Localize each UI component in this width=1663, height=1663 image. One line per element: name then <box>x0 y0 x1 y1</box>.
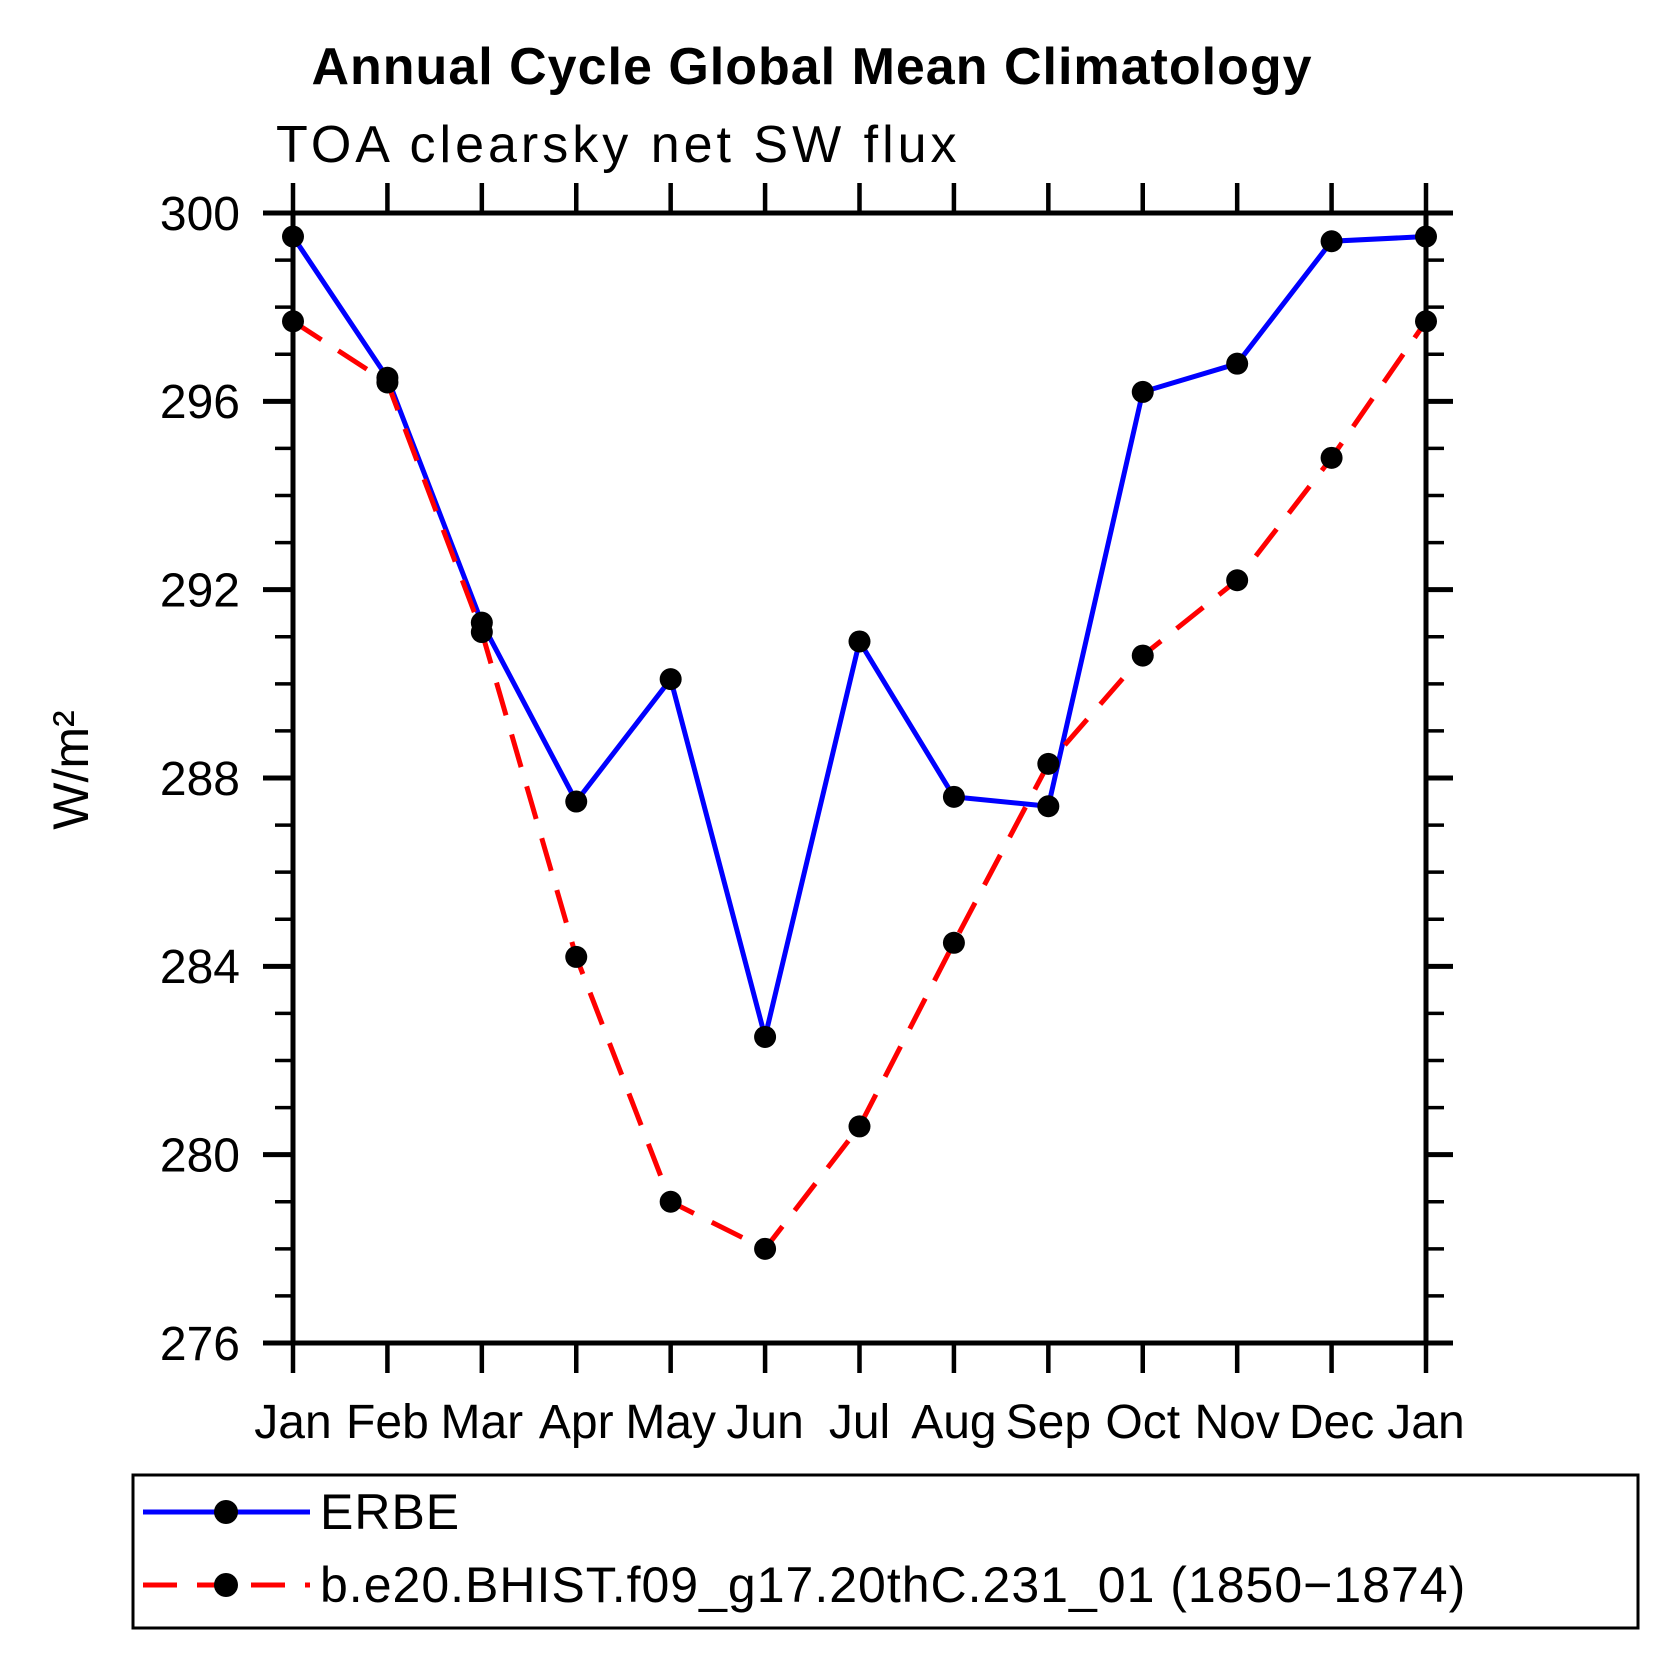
x-tick-label: Nov <box>1194 1396 1279 1449</box>
x-tick-label: Feb <box>346 1396 429 1449</box>
x-tick-label: Jun <box>726 1396 803 1449</box>
x-tick-label: Sep <box>1006 1396 1091 1449</box>
data-point-marker <box>1037 752 1060 775</box>
data-point-marker <box>282 310 304 333</box>
data-point-marker <box>1037 795 1060 818</box>
data-point-marker <box>1415 310 1437 333</box>
data-point-marker <box>282 225 304 248</box>
x-tick-label: Oct <box>1105 1396 1180 1449</box>
data-point-marker <box>1226 569 1249 592</box>
data-point-marker <box>565 945 588 968</box>
y-tick-label: 284 <box>160 941 240 994</box>
data-point-marker <box>848 630 871 653</box>
data-point-marker <box>1226 352 1249 375</box>
plot-frame <box>290 210 1429 1346</box>
chart-title: Annual Cycle Global Mean Climatology <box>311 38 1312 96</box>
data-point-marker <box>942 931 965 954</box>
data-point-marker <box>1131 644 1154 667</box>
x-tick-label: Jan <box>254 1396 331 1449</box>
tick-labels-layer: 276 280 284 288 292 296 300 Jan Feb Mar Apr May Jun J… <box>160 188 1465 1449</box>
axes-layer <box>263 183 1453 1373</box>
data-point-marker <box>659 1190 682 1213</box>
y-tick-label: 296 <box>160 376 240 429</box>
series-layer <box>282 225 1437 1260</box>
x-tick-label: Mar <box>440 1396 523 1449</box>
data-point-marker <box>565 790 588 813</box>
y-axis-label: W/m² <box>43 710 99 829</box>
y-tick-label: 280 <box>160 1129 240 1182</box>
data-point-marker <box>1415 225 1437 248</box>
y-tick-label: 300 <box>160 188 240 241</box>
legend-label: ERBE <box>320 1484 460 1540</box>
x-tick-label: Jan <box>1387 1396 1464 1449</box>
x-tick-label: Dec <box>1289 1396 1374 1449</box>
data-point-marker <box>1320 230 1343 253</box>
legend-item-model: b.e20.BHIST.f09_g17.20thC.231_01 (1850−1… <box>143 1557 1466 1613</box>
legend-box <box>131 1473 1640 1630</box>
x-tick-label: Aug <box>911 1396 996 1449</box>
x-tick-label: Jul <box>829 1396 890 1449</box>
legend-item-erbe: ERBE <box>143 1484 460 1540</box>
y-tick-label: 292 <box>160 564 240 617</box>
chart-subtitle: TOA clearsky net SW flux <box>276 116 961 174</box>
data-point-marker <box>1131 380 1154 403</box>
legend-marker <box>214 1573 238 1597</box>
data-point-marker <box>848 1115 871 1138</box>
y-tick-label: 276 <box>160 1318 240 1371</box>
data-point-marker <box>659 668 682 691</box>
legend: ERBE b.e20.BHIST.f09_g17.20thC.231_01 (18… <box>131 1473 1640 1630</box>
y-tick-label: 288 <box>160 753 240 806</box>
model-line <box>291 319 1429 1252</box>
data-point-marker <box>754 1237 777 1260</box>
legend-label: b.e20.BHIST.f09_g17.20thC.231_01 (1850−1… <box>320 1557 1466 1613</box>
data-point-marker <box>470 621 493 644</box>
data-point-marker <box>942 785 965 808</box>
legend-marker <box>214 1500 238 1524</box>
data-point-marker <box>754 1025 777 1048</box>
x-tick-label: May <box>625 1396 716 1449</box>
x-tick-label: Apr <box>539 1396 614 1449</box>
data-point-marker <box>1320 446 1343 469</box>
data-point-marker <box>376 371 399 394</box>
